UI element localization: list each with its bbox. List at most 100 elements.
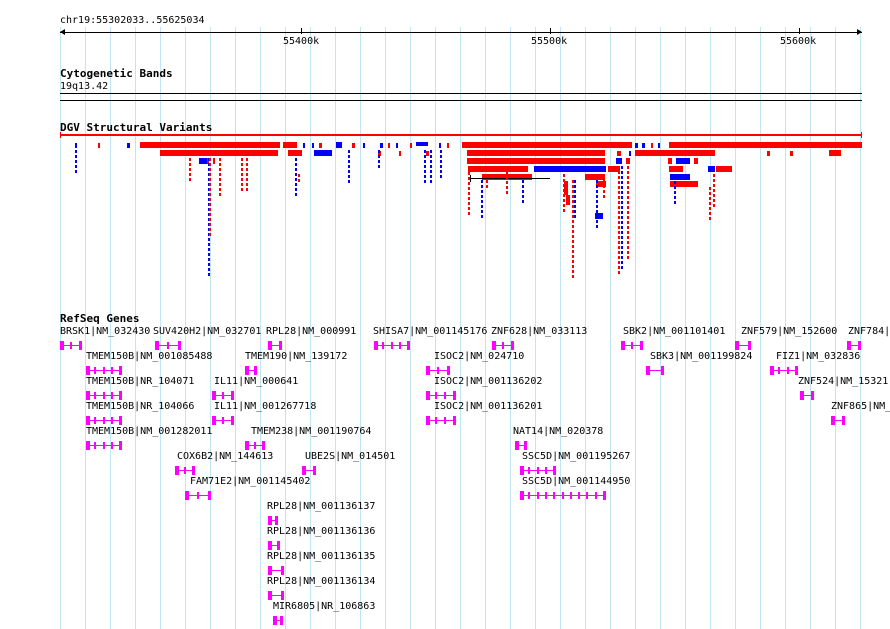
gene-label[interactable]: SBK3|NM_001199824 — [650, 351, 753, 362]
sv-feature[interactable] — [585, 174, 605, 180]
sv-feature[interactable] — [572, 190, 574, 193]
sv-feature[interactable] — [348, 170, 350, 173]
gene-label[interactable]: BRSK1|NM_032430 — [60, 326, 151, 337]
sv-feature[interactable] — [668, 158, 672, 164]
sv-feature[interactable] — [314, 150, 332, 156]
sv-feature[interactable] — [208, 248, 210, 251]
sv-feature[interactable] — [75, 170, 77, 173]
sv-feature[interactable] — [430, 165, 432, 168]
gene-feature[interactable] — [86, 440, 122, 451]
sv-feature[interactable] — [621, 241, 623, 244]
gene-label[interactable]: RPL28|NM_001136137 — [267, 501, 376, 512]
gene-feature[interactable] — [735, 340, 751, 351]
sv-feature[interactable] — [713, 194, 715, 197]
sv-feature[interactable] — [674, 191, 676, 194]
sv-feature[interactable] — [603, 195, 605, 198]
gene-label[interactable]: TMEM150B|NM_001282011 — [86, 426, 213, 437]
sv-feature[interactable] — [246, 173, 248, 176]
sv-feature[interactable] — [713, 179, 715, 182]
sv-feature[interactable] — [348, 175, 350, 178]
sv-feature[interactable] — [424, 175, 426, 178]
gene-feature[interactable] — [374, 340, 410, 351]
sv-feature[interactable] — [241, 178, 243, 181]
sv-feature[interactable] — [209, 158, 211, 161]
sv-feature[interactable] — [468, 202, 470, 205]
sv-feature[interactable] — [566, 195, 570, 205]
sv-feature[interactable] — [481, 215, 483, 218]
sv-feature[interactable] — [669, 142, 862, 148]
sv-feature[interactable] — [481, 205, 483, 208]
sv-feature[interactable] — [709, 197, 711, 200]
sv-feature[interactable] — [618, 171, 620, 174]
sv-feature[interactable] — [618, 221, 620, 224]
sv-feature[interactable] — [621, 166, 623, 169]
sv-feature[interactable] — [312, 143, 314, 148]
gene-feature[interactable] — [245, 365, 257, 376]
sv-feature[interactable] — [283, 142, 297, 148]
sv-feature[interactable] — [295, 163, 297, 166]
sv-feature[interactable] — [378, 151, 381, 156]
sv-feature[interactable] — [98, 143, 100, 148]
sv-feature[interactable] — [396, 143, 398, 148]
gene-feature[interactable] — [520, 490, 606, 501]
sv-feature[interactable] — [694, 158, 698, 164]
sv-feature[interactable] — [716, 166, 732, 172]
sv-feature[interactable] — [621, 211, 623, 214]
sv-feature[interactable] — [572, 265, 574, 268]
sv-feature[interactable] — [790, 151, 793, 156]
sv-feature[interactable] — [295, 168, 297, 171]
sv-feature[interactable] — [208, 238, 210, 241]
gene-label[interactable]: ZNF784| — [848, 326, 890, 337]
gene-feature[interactable] — [492, 340, 514, 351]
sv-feature[interactable] — [627, 176, 629, 179]
sv-feature[interactable] — [481, 210, 483, 213]
sv-feature[interactable] — [399, 151, 401, 156]
sv-feature[interactable] — [209, 228, 211, 231]
sv-feature[interactable] — [209, 168, 211, 171]
sv-feature[interactable] — [572, 180, 574, 183]
gene-feature[interactable] — [426, 365, 450, 376]
sv-feature[interactable] — [572, 195, 574, 198]
gene-label[interactable]: SBK2|NM_001101401 — [623, 326, 726, 337]
ruler[interactable] — [60, 28, 862, 42]
sv-feature[interactable] — [709, 212, 711, 215]
sv-feature[interactable] — [219, 173, 221, 176]
sv-feature[interactable] — [574, 195, 576, 198]
sv-feature[interactable] — [378, 165, 380, 168]
gene-feature[interactable] — [185, 490, 211, 501]
sv-feature[interactable] — [829, 150, 841, 156]
sv-feature[interactable] — [209, 203, 211, 206]
sv-feature[interactable] — [603, 180, 605, 183]
sv-feature[interactable] — [621, 216, 623, 219]
sv-feature[interactable] — [572, 225, 574, 228]
sv-feature[interactable] — [621, 186, 623, 189]
sv-feature[interactable] — [481, 185, 483, 188]
gene-feature[interactable] — [60, 340, 82, 351]
sv-feature[interactable] — [572, 210, 574, 213]
sv-feature[interactable] — [627, 201, 629, 204]
sv-feature[interactable] — [430, 180, 432, 183]
sv-feature[interactable] — [621, 266, 623, 269]
sv-feature[interactable] — [713, 189, 715, 192]
sv-feature[interactable] — [618, 256, 620, 259]
sv-feature[interactable] — [618, 266, 620, 269]
sv-feature[interactable] — [241, 188, 243, 191]
sv-feature[interactable] — [618, 251, 620, 254]
sv-feature[interactable] — [295, 158, 297, 161]
sv-feature[interactable] — [618, 271, 620, 274]
sv-feature[interactable] — [241, 158, 243, 161]
sv-feature[interactable] — [295, 188, 297, 191]
gene-feature[interactable] — [426, 415, 456, 426]
sv-feature[interactable] — [563, 209, 565, 212]
sv-feature[interactable] — [209, 233, 211, 236]
gene-feature[interactable] — [268, 515, 278, 526]
sv-feature[interactable] — [506, 186, 508, 189]
sv-feature[interactable] — [572, 250, 574, 253]
sv-feature[interactable] — [596, 190, 598, 193]
sv-feature[interactable] — [246, 183, 248, 186]
sv-feature[interactable] — [596, 185, 598, 188]
gene-label[interactable]: FIZ1|NM_032836 — [776, 351, 861, 362]
sv-feature[interactable] — [651, 143, 653, 148]
gene-label[interactable]: RPL28|NM_001136135 — [267, 551, 376, 562]
